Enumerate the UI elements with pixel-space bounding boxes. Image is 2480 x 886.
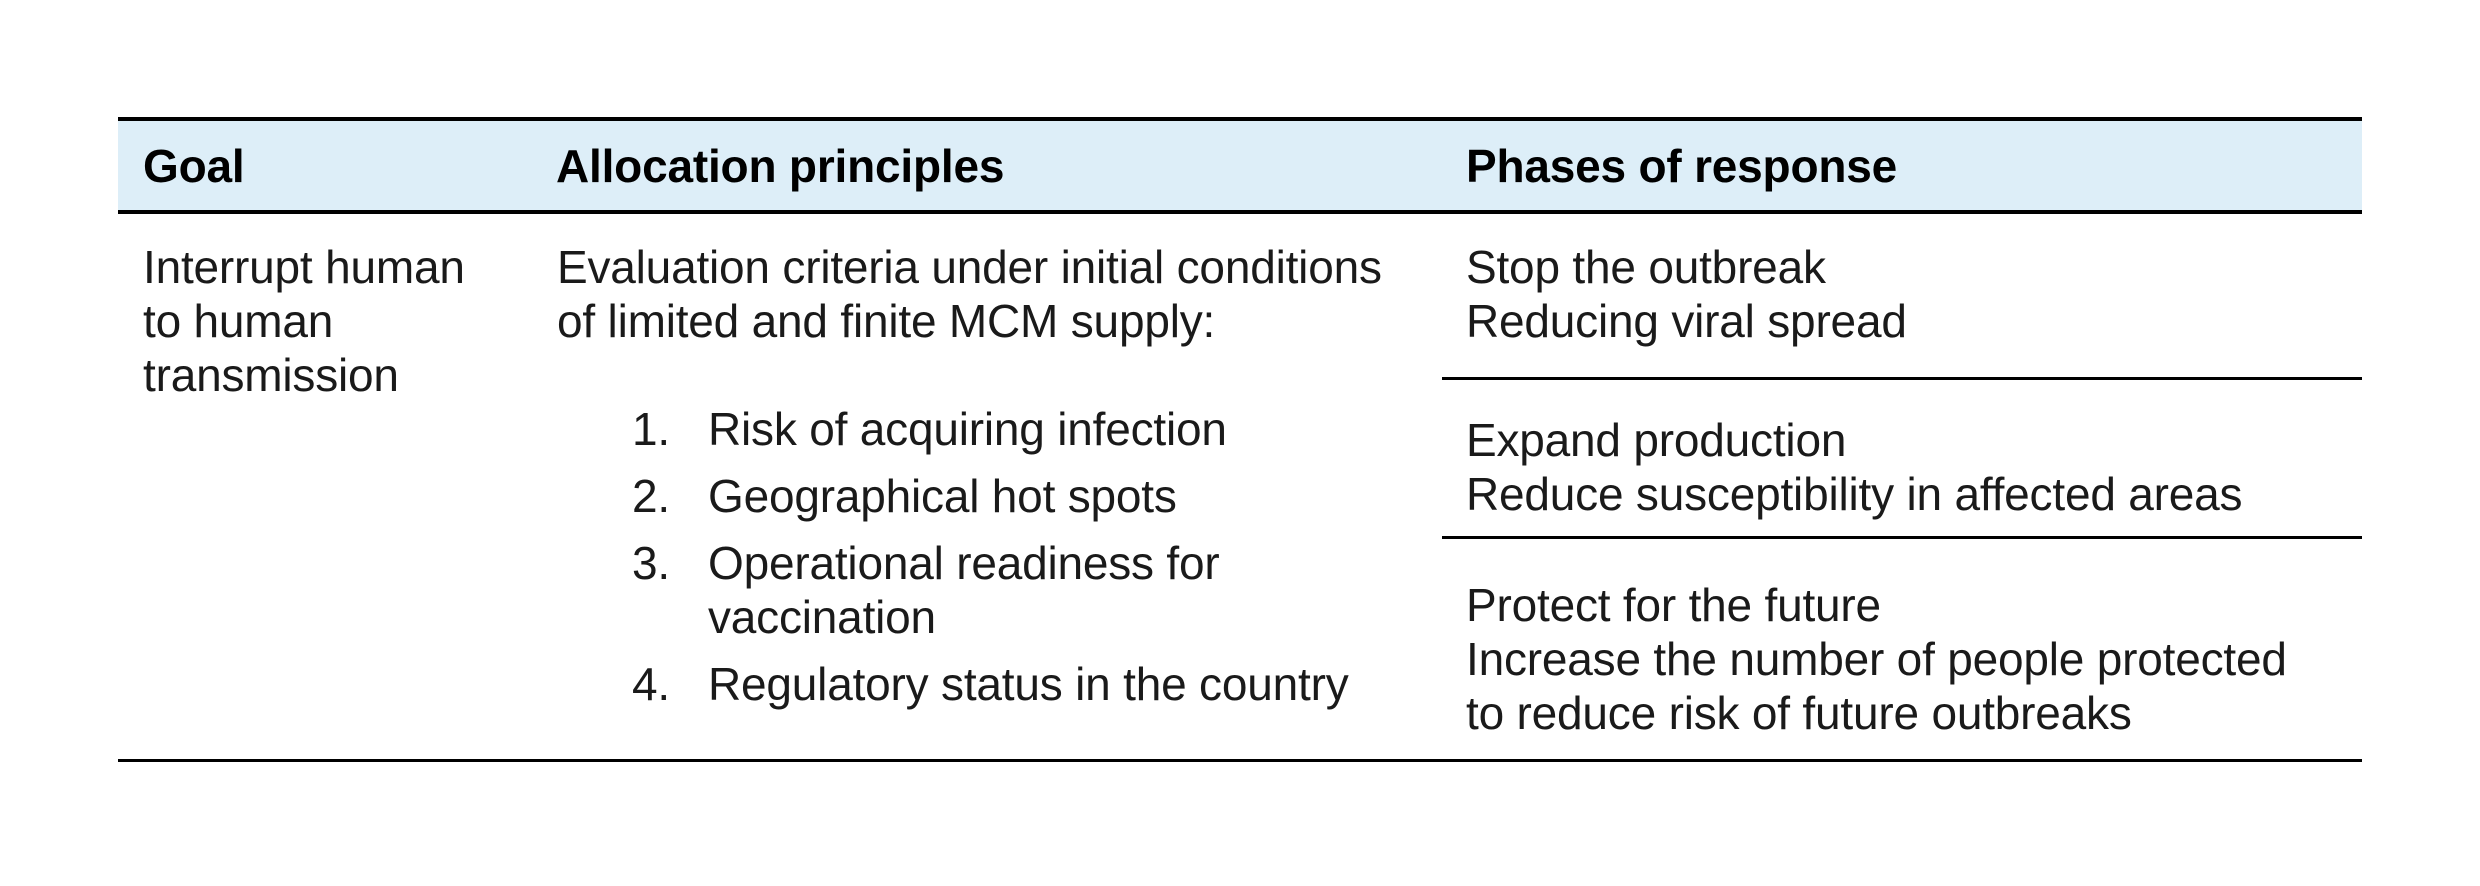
list-item-text: Regulatory status in the country <box>708 657 1349 711</box>
list-item-line: Risk of acquiring infection <box>708 403 1227 455</box>
phase-line: Reducing viral spread <box>1466 295 1907 347</box>
phase-block-protect-future: Protect for the future Increase the numb… <box>1442 536 2362 759</box>
phase-line: Reduce susceptibility in affected areas <box>1466 468 2243 520</box>
list-item: 2. Geographical hot spots <box>632 469 1427 523</box>
list-item-number: 2. <box>632 470 670 522</box>
header-goal: Goal <box>143 139 245 192</box>
phase-block-stop-outbreak: Stop the outbreak Reducing viral spread <box>1442 214 2362 377</box>
list-item-number: 3. <box>632 537 670 589</box>
goal-line: Interrupt human <box>143 241 465 293</box>
phase-line: Stop the outbreak <box>1466 241 1826 293</box>
list-item-text: Risk of acquiring infection <box>708 402 1227 456</box>
list-item-line: Geographical hot spots <box>708 470 1177 522</box>
allocation-principles-cell: Evaluation criteria under initial condit… <box>530 214 1442 759</box>
list-item-line: Regulatory status in the country <box>708 658 1349 710</box>
list-item: 4. Regulatory status in the country <box>632 657 1427 711</box>
table-header-row: Goal Allocation principles Phases of res… <box>118 117 2362 214</box>
list-item-line: Operational readiness for <box>708 537 1220 589</box>
allocation-intro: Evaluation criteria under initial condit… <box>557 240 1427 348</box>
phase-line: to reduce risk of future outbreaks <box>1466 687 2132 739</box>
goal-line: transmission <box>143 349 399 401</box>
list-item-text: Operational readiness for vaccination <box>708 536 1220 644</box>
list-item: 3. Operational readiness for vaccination <box>632 536 1427 644</box>
list-item-text: Geographical hot spots <box>708 469 1177 523</box>
allocation-intro-line: of limited and finite MCM supply: <box>557 295 1216 347</box>
phase-block-expand-production: Expand production Reduce susceptibility … <box>1442 377 2362 536</box>
list-item-number: 1. <box>632 403 670 455</box>
table-body-row: Interrupt human to human transmission Ev… <box>118 214 2362 762</box>
goal-cell: Interrupt human to human transmission <box>118 214 530 759</box>
allocation-criteria-list: 1. Risk of acquiring infection 2. Geogra… <box>557 402 1427 711</box>
header-allocation-principles: Allocation principles <box>556 139 1005 192</box>
list-item-number: 4. <box>632 658 670 710</box>
list-item: 1. Risk of acquiring infection <box>632 402 1427 456</box>
header-phases-of-response: Phases of response <box>1466 139 1898 192</box>
goal-line: to human <box>143 295 334 347</box>
allocation-intro-line: Evaluation criteria under initial condit… <box>557 241 1382 293</box>
phase-line: Increase the number of people protected <box>1466 633 2287 685</box>
list-item-line: vaccination <box>708 591 936 643</box>
phase-line: Expand production <box>1466 414 1847 466</box>
phase-line: Protect for the future <box>1466 579 1881 631</box>
phases-of-response-cell: Stop the outbreak Reducing viral spread … <box>1442 214 2362 759</box>
mcm-allocation-table: Goal Allocation principles Phases of res… <box>118 117 2362 762</box>
